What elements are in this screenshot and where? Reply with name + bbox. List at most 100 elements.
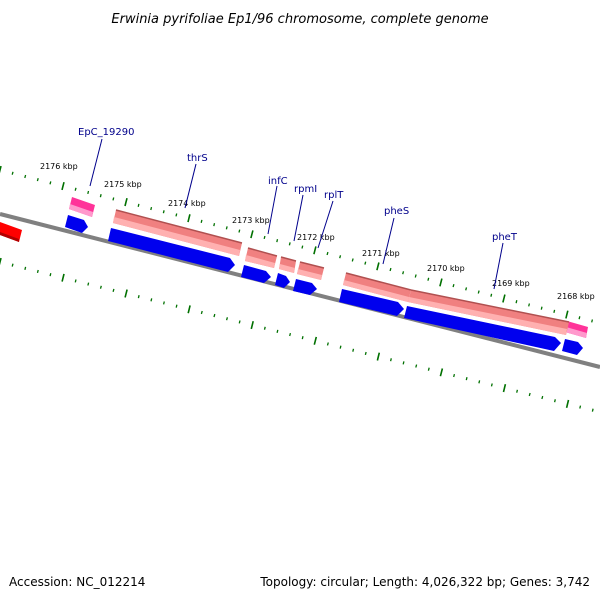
minor-tick [515, 300, 518, 304]
minor-tick [477, 290, 480, 294]
major-tick [313, 246, 317, 255]
minor-tick [24, 266, 27, 270]
minor-tick [213, 313, 216, 318]
gene-label-rplT[interactable]: rplT [324, 190, 344, 201]
minor-tick [351, 258, 354, 262]
minor-tick [591, 408, 594, 412]
feature-red-shade [0, 232, 19, 242]
minor-tick [99, 194, 102, 198]
cds-arrow-infC[interactable] [241, 265, 271, 283]
major-tick [124, 289, 128, 298]
gene-label-thrS[interactable]: thrS [187, 153, 208, 164]
minor-tick [301, 336, 304, 340]
minor-tick [339, 255, 342, 259]
gene-bar-pheS[interactable] [343, 272, 412, 302]
minor-tick [137, 295, 140, 299]
cds-arrow-pheS[interactable] [339, 289, 404, 316]
major-tick [565, 310, 569, 319]
kbp-label: 2172 kbp [297, 233, 335, 242]
minor-tick [579, 405, 582, 409]
minor-tick [452, 284, 455, 288]
minor-tick [112, 197, 115, 201]
gene-label-infC[interactable]: infC [268, 176, 288, 187]
map-title: Erwinia pyrifoliae Ep1/96 chromosome, co… [111, 12, 488, 27]
minor-tick [162, 210, 165, 214]
gene-bar-infC[interactable] [245, 247, 278, 268]
gene-bar-pheT[interactable] [408, 289, 570, 335]
minor-tick [288, 242, 291, 246]
accession-text: Accession: NC_012214 [9, 575, 145, 589]
minor-tick [402, 271, 405, 275]
major-tick [124, 198, 128, 207]
minor-tick [137, 203, 140, 207]
gene-bar-thrS[interactable] [113, 209, 243, 256]
kbp-label: 2173 kbp [232, 216, 270, 225]
cds-arrow-EpC_19290[interactable] [65, 215, 88, 233]
minor-tick [578, 316, 581, 320]
gene-bar-rplT[interactable] [297, 261, 325, 280]
minor-tick [516, 389, 519, 393]
major-tick [61, 273, 65, 282]
minor-tick [175, 304, 178, 308]
minor-tick [263, 326, 266, 330]
minor-tick [427, 367, 430, 371]
minor-tick [263, 235, 266, 240]
minor-tick [175, 213, 178, 217]
minor-tick [200, 219, 203, 223]
minor-tick [36, 178, 39, 182]
minor-tick [24, 174, 27, 179]
outer-tick-track [0, 165, 594, 323]
minor-tick [225, 317, 229, 321]
trna-feature-right[interactable] [565, 321, 588, 338]
trna-feature-left[interactable] [69, 197, 95, 217]
minor-tick [352, 348, 355, 352]
minor-tick [87, 190, 90, 195]
minor-tick [11, 171, 14, 175]
major-tick [187, 305, 191, 314]
cds-arrow-right-edge[interactable] [562, 339, 583, 355]
gene-label-pheT[interactable]: pheT [492, 232, 518, 243]
minor-tick [276, 239, 279, 243]
minor-tick [74, 279, 77, 283]
major-tick [0, 165, 2, 174]
cds-arrow-pheT[interactable] [404, 306, 561, 351]
minor-tick [87, 282, 90, 286]
major-tick [376, 352, 381, 361]
minor-tick [478, 380, 481, 384]
minor-tick [225, 226, 228, 230]
gene-bar-rpmI[interactable] [279, 256, 297, 273]
gene-label-rpmI[interactable]: rpmI [294, 184, 317, 195]
kbp-label: 2175 kbp [104, 180, 142, 189]
minor-tick [99, 285, 102, 289]
minor-tick [11, 263, 14, 267]
cds-arrow-rplT[interactable] [293, 279, 317, 295]
minor-tick [465, 287, 468, 291]
minor-tick [453, 373, 456, 378]
gene-labels: EpC_19290 thrS infC rpmI rplT pheS pheT [78, 127, 518, 290]
kbp-label: 2169 kbp [492, 279, 530, 288]
minor-tick [541, 395, 544, 400]
minor-tick [389, 358, 392, 362]
minor-tick [339, 345, 342, 349]
kbp-label: 2171 kbp [362, 249, 400, 258]
minor-tick [553, 309, 556, 313]
kbp-label: 2170 kbp [427, 264, 465, 273]
gene-label-pheS[interactable]: pheS [384, 206, 409, 217]
minor-tick [162, 301, 165, 305]
major-tick [313, 336, 318, 345]
minor-tick [326, 251, 329, 256]
gene-label-EpC_19290[interactable]: EpC_19290 [78, 127, 134, 138]
minor-tick [528, 392, 531, 397]
cds-arrow-thrS[interactable] [108, 228, 235, 272]
minor-tick [528, 303, 531, 307]
major-tick [502, 294, 506, 303]
minor-tick [49, 181, 52, 185]
minor-tick [150, 298, 153, 302]
minor-tick [238, 229, 241, 233]
minor-tick [414, 274, 417, 278]
cds-arrow-rpmI[interactable] [275, 273, 290, 288]
major-tick [376, 262, 380, 271]
minor-tick [364, 261, 367, 265]
minor-tick [112, 288, 115, 292]
